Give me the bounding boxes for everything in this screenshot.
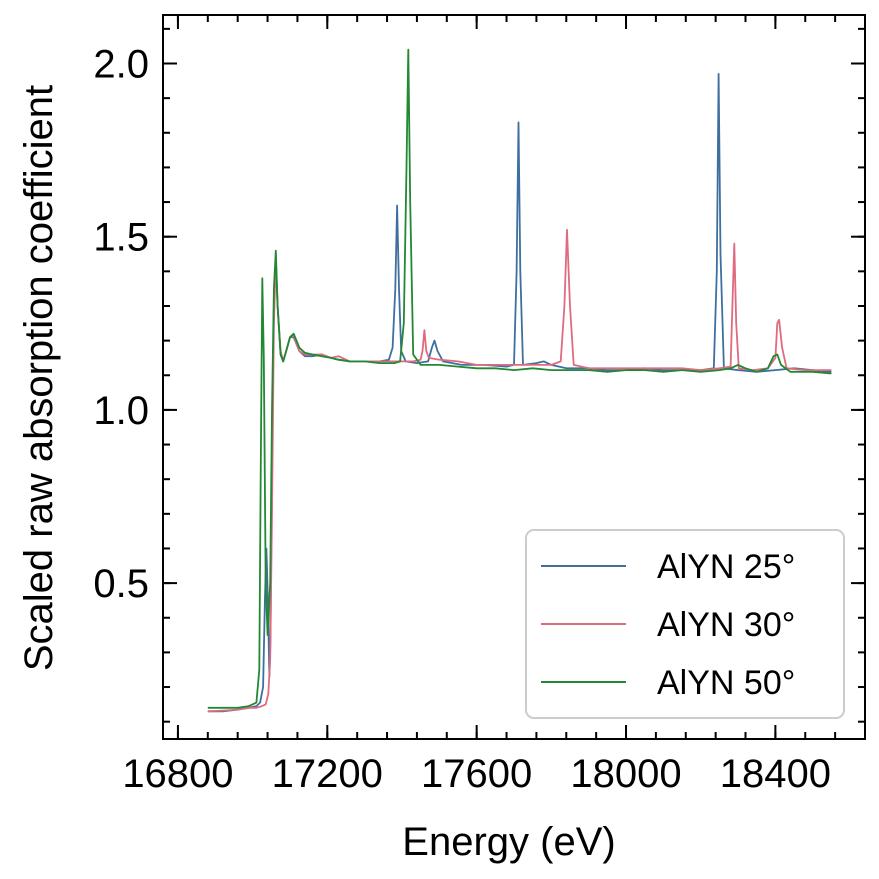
x-tick-label: 17200 [272, 752, 383, 796]
x-tick-label: 18000 [570, 752, 681, 796]
y-tick-label: 0.5 [93, 562, 149, 606]
y-axis-label: Scaled raw absorption coefficient [17, 85, 61, 671]
legend-label-2: AlYN 30° [657, 606, 795, 644]
ticks-layer: 16800 17200 17600 18000 18400 0.5 1.0 1.5 2.0 [93, 15, 866, 796]
x-axis-label: Energy (eV) [402, 820, 615, 864]
y-tick-label: 1.5 [93, 216, 149, 260]
y-tick-label: 1.0 [93, 389, 149, 433]
legend-label-3: AlYN 50° [657, 664, 795, 702]
x-tick-label: 18400 [720, 752, 831, 796]
series-line-3 [207, 48, 832, 709]
legend-label-1: AlYN 25° [657, 548, 795, 586]
x-tick-label: 16800 [122, 752, 233, 796]
y-tick-label: 2.0 [93, 42, 149, 86]
x-tick-label: 17600 [421, 752, 532, 796]
plot-frame [162, 14, 866, 740]
legend-box [525, 529, 845, 719]
series-layer [207, 48, 832, 713]
legend: AlYN 25° AlYN 30° AlYN 50° [525, 529, 845, 719]
